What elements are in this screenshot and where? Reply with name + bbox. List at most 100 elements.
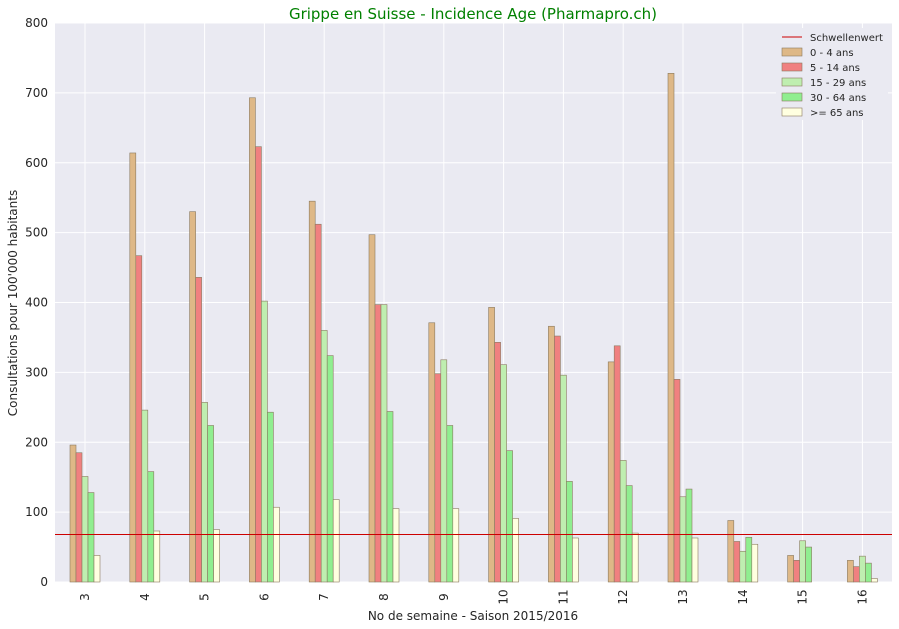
y-tick-label: 500 bbox=[25, 226, 48, 240]
x-tick-label: 3 bbox=[78, 593, 92, 601]
bar bbox=[69, 444, 77, 583]
x-axis-label: No de semaine - Saison 2015/2016 bbox=[368, 609, 578, 623]
legend-swatch bbox=[781, 47, 803, 57]
bar bbox=[255, 146, 262, 583]
bar bbox=[207, 425, 214, 583]
legend-items: 0 - 4 ans 5 - 14 ans 15 - 29 ans 30 - 64 an… bbox=[781, 47, 866, 119]
bar bbox=[566, 481, 573, 583]
x-tick-label: 7 bbox=[317, 593, 331, 601]
bar bbox=[267, 411, 274, 583]
bar bbox=[560, 374, 567, 583]
x-tick-label: 13 bbox=[676, 589, 690, 604]
bar bbox=[434, 373, 442, 583]
x-tick-label: 15 bbox=[796, 589, 810, 604]
bar bbox=[135, 255, 143, 583]
bar bbox=[667, 73, 675, 583]
bar bbox=[129, 152, 137, 583]
bar bbox=[613, 345, 621, 583]
bar bbox=[153, 530, 161, 583]
bar bbox=[326, 355, 334, 583]
bar bbox=[320, 330, 328, 583]
bar bbox=[548, 325, 555, 583]
x-tick-label: 5 bbox=[198, 593, 212, 601]
legend-label: 5 - 14 ans bbox=[810, 63, 860, 74]
x-tick-label: 4 bbox=[138, 593, 152, 601]
bar bbox=[428, 322, 436, 583]
bar bbox=[308, 200, 316, 583]
x-tick-label: 6 bbox=[257, 593, 271, 601]
legend-box bbox=[776, 28, 888, 120]
bar bbox=[273, 506, 280, 583]
legend-label: 0 - 4 ans bbox=[810, 48, 854, 59]
bar bbox=[249, 97, 256, 583]
bar bbox=[374, 304, 382, 583]
bar bbox=[147, 471, 155, 583]
bar bbox=[673, 379, 681, 583]
bar bbox=[871, 578, 878, 583]
bar bbox=[554, 335, 561, 583]
bar-series bbox=[69, 73, 878, 583]
y-tick-label: 700 bbox=[25, 86, 48, 100]
x-tick-label: 10 bbox=[497, 589, 511, 604]
y-tick-label: 0 bbox=[40, 575, 48, 589]
bar bbox=[506, 450, 513, 583]
x-tick-label: 14 bbox=[736, 589, 750, 604]
bar bbox=[195, 277, 202, 583]
bar bbox=[392, 508, 400, 583]
y-tick-label: 600 bbox=[25, 156, 48, 170]
bar bbox=[859, 555, 866, 583]
y-axis-label: Consultations pour 100'000 habitants bbox=[6, 190, 20, 416]
chart-title: Grippe en Suisse - Incidence Age (Pharma… bbox=[289, 5, 657, 23]
x-axis-ticks: 3 4 5 6 7 8 9 10 11 12 13 14 15 16 bbox=[78, 589, 869, 604]
bar bbox=[793, 560, 800, 583]
legend-label: 30 - 64 ans bbox=[810, 93, 866, 104]
bar bbox=[141, 409, 149, 583]
bar bbox=[81, 476, 89, 583]
bar bbox=[691, 537, 699, 583]
bar bbox=[500, 364, 507, 583]
bar bbox=[631, 532, 639, 583]
bar bbox=[799, 540, 806, 583]
bar bbox=[572, 537, 579, 583]
bar bbox=[625, 485, 633, 583]
y-tick-label: 100 bbox=[25, 505, 48, 519]
x-tick-label: 11 bbox=[556, 589, 570, 604]
x-tick-label: 12 bbox=[616, 589, 630, 604]
bar bbox=[512, 518, 519, 583]
bar bbox=[452, 508, 460, 583]
legend-label: 15 - 29 ans bbox=[810, 78, 866, 89]
bar bbox=[787, 555, 794, 583]
bar bbox=[189, 211, 196, 583]
x-tick-label: 9 bbox=[437, 593, 451, 601]
y-tick-label: 300 bbox=[25, 365, 48, 379]
bar bbox=[619, 460, 627, 583]
legend-swatch bbox=[781, 62, 803, 72]
x-tick-label: 16 bbox=[855, 589, 869, 604]
bar bbox=[805, 546, 812, 583]
bar bbox=[386, 411, 394, 583]
bar bbox=[87, 492, 95, 583]
bar bbox=[213, 529, 220, 583]
bar bbox=[332, 499, 340, 583]
bar bbox=[685, 488, 693, 583]
y-tick-label: 200 bbox=[25, 435, 48, 449]
bar bbox=[745, 536, 753, 583]
y-axis-ticks: 0 100 200 300 400 500 600 700 800 bbox=[25, 16, 48, 589]
legend-swatch bbox=[781, 77, 803, 87]
bar bbox=[440, 359, 448, 583]
bar bbox=[679, 496, 687, 583]
bar bbox=[607, 361, 615, 583]
legend-swatch bbox=[781, 107, 803, 117]
bar bbox=[93, 555, 101, 583]
bar bbox=[853, 566, 860, 583]
y-tick-label: 800 bbox=[25, 16, 48, 30]
bar bbox=[739, 550, 747, 583]
x-tick-label: 8 bbox=[377, 593, 391, 601]
bar bbox=[488, 307, 495, 583]
bar bbox=[368, 234, 376, 583]
bar bbox=[733, 541, 741, 583]
bar bbox=[380, 304, 388, 583]
bar bbox=[261, 300, 268, 583]
bar bbox=[201, 402, 208, 583]
